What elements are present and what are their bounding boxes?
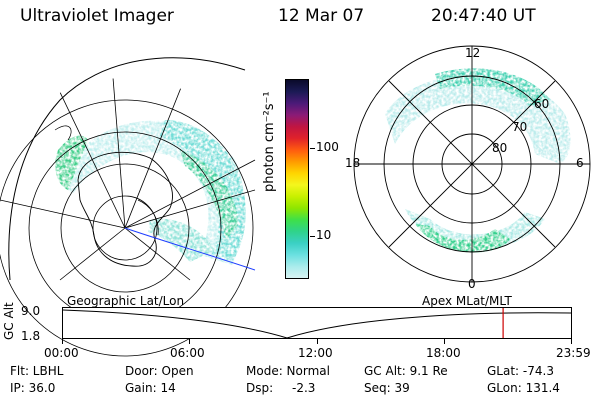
status-filter: Flt: LBHL	[10, 364, 64, 378]
status-gain: Gain: 14	[125, 381, 176, 395]
status-glat: GLat: -74.3	[487, 364, 554, 378]
date-label: 12 Mar 07	[278, 6, 365, 26]
apex-panel-label: Apex MLat/MLT	[422, 294, 512, 308]
mlt-label-12: 12	[465, 46, 481, 60]
mlt-label-0: 0	[468, 277, 476, 291]
geographic-map	[0, 57, 256, 357]
status-seq: Seq: 39	[364, 381, 410, 395]
status-door: Door: Open	[125, 364, 194, 378]
mlt-label-6: 6	[576, 156, 584, 170]
timeline-xtick-1800: 18:00	[426, 346, 461, 360]
apex-polar-plot	[353, 45, 591, 283]
timeline-xtick-2359: 23:59	[556, 346, 591, 360]
timeline-xtick-0000: 00:00	[44, 346, 79, 360]
mlat-label-70: 70	[512, 120, 528, 134]
altitude-timeline	[62, 307, 572, 339]
status-mode: Mode: Normal	[246, 364, 330, 378]
geo-panel-label: Geographic Lat/Lon	[67, 294, 185, 308]
timeline-xtick-0600: 06:00	[170, 346, 205, 360]
mlat-label-60: 60	[534, 97, 550, 111]
status-dsp-value: -2.3	[292, 381, 316, 395]
colorbar-tick-100: 100	[316, 140, 339, 154]
status-ip: IP: 36.0	[10, 381, 56, 395]
timeline-ytick-1-8: 1.8	[21, 329, 41, 343]
mlat-label-80: 80	[492, 141, 508, 155]
status-dsp-label: Dsp:	[246, 381, 274, 395]
timeline-ytick-9: 9.0	[21, 304, 41, 318]
timeline-axis-label: GC Alt	[2, 302, 16, 340]
timeline-xtick-1200: 12:00	[298, 346, 333, 360]
colorbar	[285, 79, 309, 279]
status-gc-alt: GC Alt: 9.1 Re	[364, 364, 448, 378]
timeline-ticks	[62, 339, 572, 345]
time-label: 20:47:40 UT	[431, 6, 536, 26]
colorbar-ticks	[310, 80, 316, 280]
instrument-title: Ultraviolet Imager	[20, 6, 174, 26]
colorbar-tick-10: 10	[316, 228, 332, 242]
colorbar-unit-label: photon cm⁻²s⁻¹	[262, 91, 277, 192]
mlt-label-18: 18	[345, 156, 361, 170]
status-glon: GLon: 131.4	[487, 381, 560, 395]
